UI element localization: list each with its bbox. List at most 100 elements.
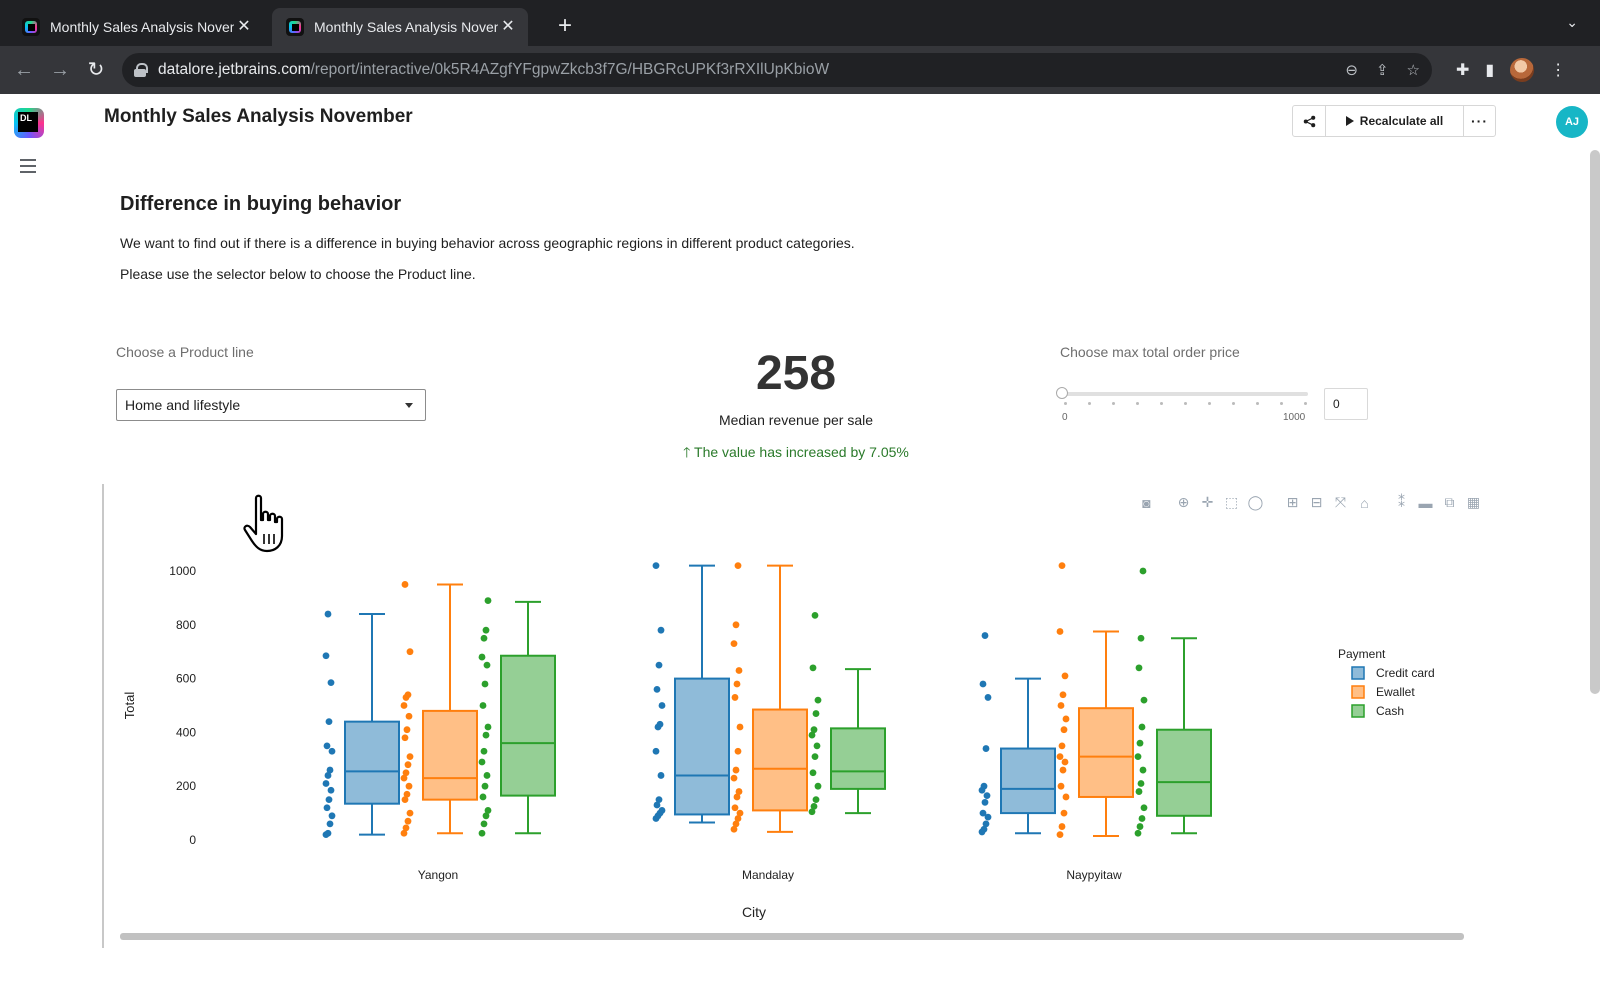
browser-menu-icon[interactable]: ⋮ — [1550, 62, 1567, 79]
browser-tab-1[interactable]: Monthly Sales Analysis November ✕ — [8, 8, 264, 46]
data-point — [653, 685, 661, 693]
max-price-input[interactable]: 0 — [1324, 388, 1368, 420]
camera-icon[interactable]: ◙ — [1142, 494, 1151, 511]
autoscale-icon[interactable]: ⤧ — [1334, 494, 1347, 510]
forward-arrow-icon[interactable]: → — [50, 59, 70, 81]
open-chart-studio-icon[interactable]: ▦ — [1466, 494, 1481, 510]
data-point — [406, 809, 414, 817]
data-point — [734, 815, 742, 822]
data-point — [1062, 793, 1070, 801]
user-avatar[interactable]: AJ — [1556, 106, 1588, 138]
browser-tab-2[interactable]: Monthly Sales Analysis November ✕ — [272, 8, 528, 46]
product-line-select[interactable]: Home and lifestyle — [116, 389, 426, 421]
data-point — [322, 780, 330, 787]
data-point — [809, 769, 817, 777]
data-point — [480, 634, 488, 642]
vertical-scrollbar[interactable] — [1590, 150, 1600, 694]
new-tab-icon[interactable]: + — [557, 12, 572, 39]
box-select-icon[interactable]: ⬚ — [1224, 494, 1239, 510]
data-point — [1056, 753, 1064, 761]
spike-lines-icon[interactable]: ⁑ — [1398, 494, 1405, 510]
arrow-up-icon: 🡑 — [683, 444, 691, 460]
zoom-in-icon[interactable]: ⊞ — [1286, 494, 1299, 510]
share-icon — [1303, 115, 1315, 127]
extensions-puzzle-icon[interactable]: ✚ — [1456, 62, 1470, 79]
data-point — [484, 597, 492, 604]
zoom-icon[interactable]: ⊕ — [1177, 494, 1190, 510]
data-point — [812, 710, 820, 717]
slider-tick — [1208, 402, 1211, 405]
data-point — [401, 734, 409, 742]
lock-icon — [134, 63, 148, 77]
data-point — [983, 792, 991, 800]
share-button[interactable] — [1293, 106, 1326, 136]
data-point — [323, 742, 331, 750]
box-ewallet — [1078, 707, 1134, 798]
section-title: Difference in buying behavior — [120, 193, 402, 215]
data-point — [735, 667, 743, 674]
data-point — [736, 809, 744, 817]
data-point — [652, 747, 660, 755]
y-tick-label: 400 — [176, 725, 196, 739]
slider-tick — [1064, 402, 1067, 405]
tab-search-chevron-icon[interactable]: ⌄ — [1566, 14, 1578, 30]
recalculate-all-button[interactable]: Recalculate all — [1326, 106, 1464, 136]
data-point — [1058, 823, 1066, 830]
back-arrow-icon[interactable]: ← — [14, 59, 34, 81]
profile-avatar[interactable] — [1510, 58, 1535, 82]
data-point — [324, 829, 332, 837]
share-page-icon[interactable]: ⇪ — [1375, 62, 1389, 79]
data-point — [1056, 831, 1064, 839]
data-point — [482, 731, 490, 739]
legend-label: Cash — [1376, 704, 1404, 718]
section-paragraph: Please use the selector below to choose … — [120, 266, 476, 282]
y-tick-label: 800 — [176, 618, 196, 632]
data-point — [808, 731, 816, 739]
data-point — [324, 772, 332, 779]
zoom-out-icon[interactable]: ⊖ — [1345, 62, 1358, 79]
data-point — [1062, 715, 1070, 723]
reload-icon[interactable]: ↻ — [87, 59, 105, 81]
logo-text: DL — [18, 112, 38, 132]
data-point — [735, 788, 743, 795]
slider-max-label: 1000 — [1283, 412, 1306, 423]
hover-compare-icon[interactable]: ⧉ — [1444, 494, 1455, 510]
zoom-out-icon[interactable]: ⊟ — [1310, 494, 1323, 510]
lasso-icon[interactable]: ◯ — [1247, 494, 1264, 510]
price-slider-track[interactable] — [1062, 392, 1308, 396]
data-point — [406, 648, 414, 656]
data-point — [1060, 809, 1068, 817]
more-options-button[interactable]: ··· — [1471, 113, 1488, 129]
data-point — [479, 793, 487, 801]
data-point — [1056, 628, 1064, 635]
datalore-logo-icon[interactable]: DL — [14, 108, 44, 138]
data-point — [981, 798, 989, 806]
price-slider-thumb[interactable] — [1056, 387, 1068, 399]
side-panel-icon[interactable]: ▮ — [1485, 62, 1495, 79]
kpi-delta-text: The value has increased by 7.05% — [694, 444, 909, 460]
horizontal-scrollbar[interactable] — [120, 933, 1464, 940]
bookmark-star-icon[interactable]: ☆ — [1406, 62, 1420, 79]
data-point — [809, 664, 817, 672]
data-point — [404, 817, 412, 825]
data-point — [482, 812, 490, 820]
url-host: datalore.jetbrains.com — [158, 61, 311, 78]
data-point — [405, 782, 413, 790]
hover-closest-icon[interactable]: ▬ — [1418, 494, 1433, 511]
address-bar[interactable]: datalore.jetbrains.com/report/interactiv… — [122, 53, 1432, 87]
kpi-label: Median revenue per sale — [718, 412, 874, 428]
close-tab-icon[interactable]: ✕ — [501, 18, 515, 35]
close-tab-icon[interactable]: ✕ — [237, 18, 251, 35]
data-point — [1137, 634, 1145, 642]
pan-icon[interactable]: ✛ — [1201, 494, 1214, 510]
data-point — [328, 747, 336, 755]
browser-toolbar: ← → ↻ datalore.jetbrains.com/report/inte… — [0, 46, 1600, 94]
reset-axes-icon[interactable]: ⌂ — [1360, 494, 1369, 511]
legend-title: Payment — [1338, 647, 1386, 661]
legend-swatch — [1351, 685, 1365, 699]
data-point — [814, 696, 822, 704]
boxplot-chart[interactable]: 0 200 400 600 800 1000 Total Yangon Mandalay Nayp… — [104, 534, 1504, 934]
data-point — [657, 626, 665, 634]
data-point — [483, 661, 491, 669]
outline-list-icon[interactable] — [20, 159, 36, 173]
